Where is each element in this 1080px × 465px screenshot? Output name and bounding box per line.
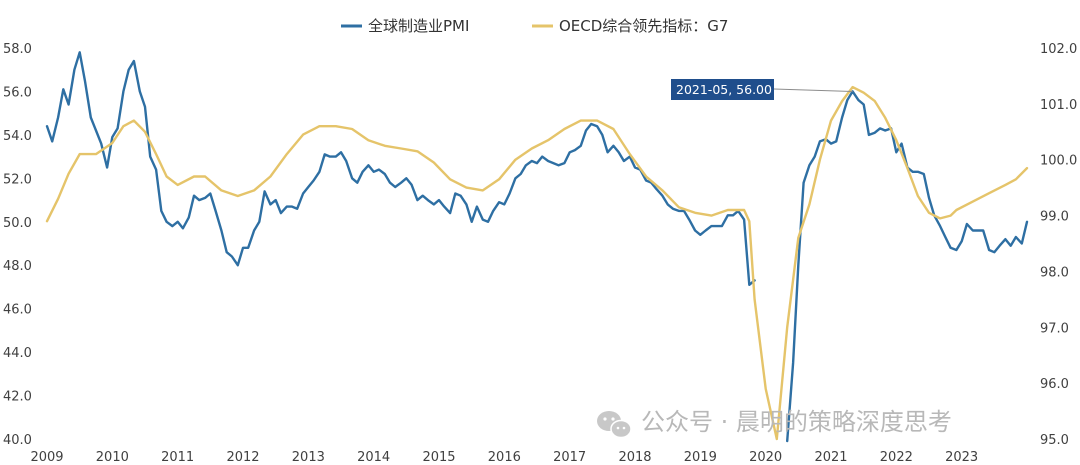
left-tick-label: 52.0 xyxy=(3,172,32,187)
right-tick-label: 100.0 xyxy=(1040,154,1077,169)
x-tick-label: 2022 xyxy=(880,450,913,465)
left-tick-label: 42.0 xyxy=(3,390,32,405)
right-tick-label: 102.0 xyxy=(1040,42,1077,57)
x-tick-label: 2017 xyxy=(553,450,586,465)
right-tick-label: 95.0 xyxy=(1040,433,1069,448)
x-tick-label: 2011 xyxy=(161,450,194,465)
left-tick-label: 40.0 xyxy=(3,433,32,448)
series-layer xyxy=(45,51,1029,443)
x-axis-ticks: 2009 2010 2011 2012 2013 2014 2015 2016 2017 2018… xyxy=(30,450,978,465)
callout-label: 2021-05, 56.00 xyxy=(676,82,772,97)
x-tick-label: 2009 xyxy=(30,450,63,465)
left-axis-ticks: 40.0 42.0 44.0 46.0 48.0 50.0 52.0 54.0 56.0 58.0 xyxy=(3,42,32,448)
x-tick-label: 2021 xyxy=(814,450,847,465)
callout-leader-line xyxy=(773,88,853,92)
x-tick-label: 2015 xyxy=(422,450,455,465)
x-tick-label: 2014 xyxy=(357,450,390,465)
right-tick-label: 96.0 xyxy=(1040,377,1069,392)
x-tick-label: 2012 xyxy=(226,450,259,465)
right-tick-label: 98.0 xyxy=(1040,265,1069,280)
chart-legend: 全球制造业PMI OECD综合领先指标：G7 xyxy=(341,17,728,35)
right-tick-label: 97.0 xyxy=(1040,321,1069,336)
right-axis-ticks: 95.0 96.0 97.0 98.0 99.0 100.0 101.0 102.0 xyxy=(1040,42,1077,448)
x-tick-label: 2023 xyxy=(945,450,978,465)
left-tick-label: 58.0 xyxy=(3,42,32,57)
peak-callout: 2021-05, 56.00 xyxy=(671,79,853,100)
legend-label-pmi: 全球制造业PMI xyxy=(368,17,469,35)
callout-box xyxy=(671,79,774,100)
right-tick-label: 99.0 xyxy=(1040,210,1069,225)
watermark-text: 公众号 · 晨明的策略深度思考 xyxy=(641,408,952,436)
right-tick-label: 101.0 xyxy=(1040,98,1077,113)
left-tick-label: 44.0 xyxy=(3,346,32,361)
x-tick-label: 2019 xyxy=(684,450,717,465)
left-tick-label: 50.0 xyxy=(3,216,32,231)
legend-label-oecd: OECD综合领先指标：G7 xyxy=(559,17,728,35)
x-tick-label: 2013 xyxy=(292,450,325,465)
x-tick-label: 2016 xyxy=(488,450,521,465)
x-tick-label: 2020 xyxy=(749,450,782,465)
x-tick-label: 2018 xyxy=(618,450,651,465)
left-tick-label: 56.0 xyxy=(3,85,32,100)
wechat-icon xyxy=(597,411,632,439)
watermark: 公众号 · 晨明的策略深度思考 xyxy=(597,408,952,439)
left-tick-label: 54.0 xyxy=(3,129,32,144)
left-tick-label: 48.0 xyxy=(3,259,32,274)
x-tick-label: 2010 xyxy=(96,450,129,465)
series-line-oecd xyxy=(45,85,1029,441)
left-tick-label: 46.0 xyxy=(3,303,32,318)
